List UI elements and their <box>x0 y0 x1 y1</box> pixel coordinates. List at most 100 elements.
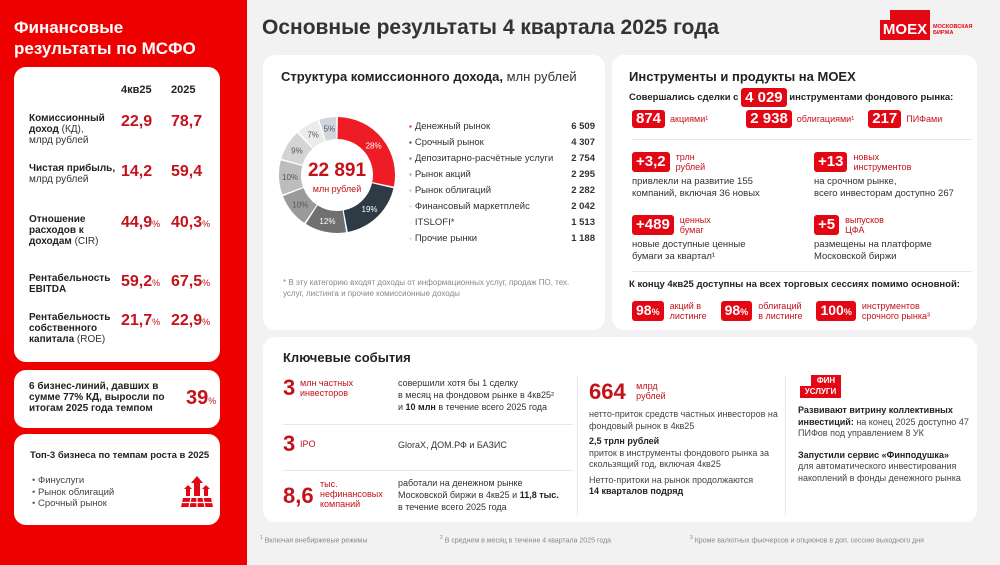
event-ipo: 3 IPO GloraX, ДОМ.РФ и БАЗИС <box>283 431 568 461</box>
metric-value-q4: 59,2% <box>121 273 160 291</box>
stat-unit: выпусков ЦФА <box>845 215 884 235</box>
page-title: Основные результаты 4 квартала 2025 года <box>262 16 720 39</box>
legend-item: Рынок облигаций 2 282 <box>409 183 595 199</box>
desc-line: новые доступные ценные <box>632 239 746 250</box>
logo-sub-line: БИРЖА <box>933 30 954 36</box>
donut-segment <box>279 160 304 195</box>
desc-line: бумаги за квартал¹ <box>632 250 716 262</box>
stat-new-securities: +489 ценных бумаг новые доступные ценные бу… <box>632 215 745 262</box>
logo-text: MOEX <box>880 20 930 40</box>
percent-sign: % <box>202 278 211 288</box>
desc-line: работали на денежном рынке <box>398 478 523 488</box>
metric-value-year: 78,7 <box>171 113 203 130</box>
stat-value: +5 <box>814 215 840 235</box>
deals-value: 4 029 <box>741 88 787 107</box>
legend-value: 6 509 <box>571 121 595 132</box>
flow-number: 664 <box>589 379 626 404</box>
event-unit: млн частных инвесторов <box>300 378 353 398</box>
label-line: инструментов <box>861 301 920 311</box>
percent-sign: % <box>152 219 161 229</box>
unit-line: инвесторов <box>300 388 349 398</box>
finsvc-para: Запустили сервис «Финподушка» для автомат… <box>798 450 976 485</box>
donut-segment <box>282 188 317 223</box>
unit-line: трлн <box>675 152 695 162</box>
instruments-title: Инструменты и продукты на MOEX <box>629 69 856 84</box>
donut-segment-label: 19% <box>362 205 378 214</box>
event-number: 8,6 <box>283 483 314 508</box>
stat-unit: новых инструментов <box>853 152 911 172</box>
stat-desc: новые доступные ценные бумаги за квартал¹ <box>632 239 745 262</box>
flow-bold: 2,5 трлн рублей <box>589 436 660 446</box>
unit-line: рублей <box>636 391 666 401</box>
list-item: Рынок облигаций <box>32 487 114 499</box>
value: 39 <box>186 387 209 409</box>
footnote-text: Включая внебиржевые режимы <box>262 537 368 545</box>
value: 44,9 <box>121 214 153 231</box>
metric-label-sub: млрд рублей <box>29 135 89 146</box>
metric-value-year: 59,4 <box>171 163 203 180</box>
event-nonfinancial-companies: 8,6 тыс. нефинансовых компаний работали на… <box>283 477 568 517</box>
chip-label: ПИФами <box>906 114 943 124</box>
instrument-chips: 874 акциями¹ 2 938 облигациями¹ 217 ПИФами <box>632 110 952 128</box>
stat-value: +13 <box>814 152 848 172</box>
chip-value: 874 <box>632 110 666 128</box>
donut-segment <box>305 205 347 233</box>
session-label: акций в листинге <box>670 301 707 321</box>
percent-sign: % <box>152 317 161 327</box>
legend-item: Рынок акций 2 295 <box>409 167 595 183</box>
metric-label-rest: (ROE) <box>74 334 106 345</box>
stat-capital-raised: +3,2 трлн рублей привлекли на развитие 155… <box>632 152 760 199</box>
unit-line: ценных <box>679 215 711 225</box>
value: 67,5 <box>171 273 203 290</box>
desc-line: размещены на платформе <box>814 239 932 250</box>
logo-subtitle: МОСКОВСКАЯ БИРЖА <box>933 24 993 36</box>
metric-label-bold: Рентабельность собственного капитала <box>29 312 111 345</box>
legend-label: Срочный рынок <box>409 135 484 151</box>
footnote-mark: 3 <box>690 535 693 541</box>
metric-label-sub: млрд рублей <box>29 174 89 185</box>
metric-label: Отношение расходов к доходам (CIR) <box>29 214 117 247</box>
desc-line: совершили хотя бы 1 сделку <box>398 378 518 388</box>
metric-value-q4: 44,9% <box>121 214 160 232</box>
footnote-mark: 2 <box>440 535 443 541</box>
event-desc: совершили хотя бы 1 сделку в месяц на фон… <box>398 377 573 413</box>
footnote-text: В среднем в месяц в течение 4 квартала 2… <box>442 537 612 545</box>
metric-value-q4: 21,7% <box>121 312 160 330</box>
finservices-block: Развивают витрину коллективных инвестици… <box>798 405 976 494</box>
metric-label-rest: (CIR) <box>71 236 99 247</box>
legend-value: 2 754 <box>571 153 595 164</box>
stat-dfa-issues: +5 выпусков ЦФА размещены на платформе Моск… <box>814 215 932 262</box>
flow-bold: 14 кварталов подряд <box>589 486 684 496</box>
value: 40,3 <box>171 214 203 231</box>
desc-pre: Московской биржи в 4кв25 и <box>398 490 520 500</box>
session-label: инструментов срочного рынка³ <box>862 301 930 321</box>
donut-segment-label: 7% <box>307 131 319 140</box>
legend-value: 1 513 <box>571 217 595 228</box>
instruments-card: Инструменты и продукты на MOEX Совершали… <box>612 55 977 330</box>
value: 21,7 <box>121 312 153 329</box>
list-item: Срочный рынок <box>32 498 114 510</box>
legend-label: Рынок акций <box>409 167 471 183</box>
structure-footnote: * В эту категорию входят доходы от инфор… <box>283 278 570 298</box>
metric-value-q4: 14,2 <box>121 163 153 180</box>
title-rest: млн рублей <box>502 69 577 84</box>
event-number: 3 <box>283 375 296 400</box>
unit-line: нефинансовых <box>320 489 383 499</box>
stat-desc: размещены на платформе Московской биржи <box>814 239 932 262</box>
donut-segment <box>281 132 313 165</box>
donut-segment <box>337 117 395 187</box>
metric-label: Рентабельность EBITDA <box>29 273 117 295</box>
structure-legend: Денежный рынок 6 509 Срочный рынок 4 307 Деп… <box>409 119 595 247</box>
legend-label: ITSLOFI* <box>409 215 455 231</box>
metric-label-bold: Рентабельность EBITDA <box>29 273 111 295</box>
footnote-3: 3 Кроме валютных фьючерсов и опционов в … <box>690 535 924 544</box>
divider <box>283 424 573 425</box>
list-item: Финуслуги <box>32 475 114 487</box>
business-lines-text: 6 бизнес-линий, давших в сумме 77% КД, в… <box>29 381 165 414</box>
logo-shape <box>890 10 930 20</box>
logo-sub-line: МОСКОВСКАЯ <box>933 24 973 30</box>
unit-line: млн частных <box>300 378 354 388</box>
unit-line: выпусков <box>845 215 884 225</box>
donut-segment <box>343 183 394 232</box>
label-line: листинге <box>669 311 707 321</box>
